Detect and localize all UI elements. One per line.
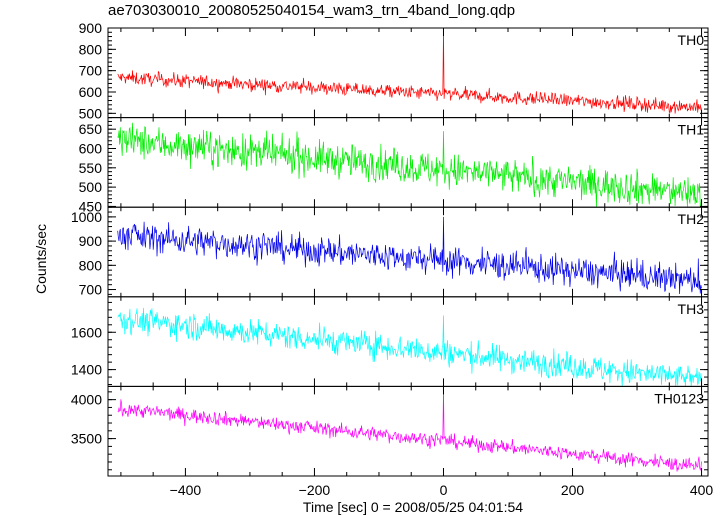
chart-title: ae703030010_20080525040154_wam3_trn_4ban…	[108, 2, 516, 19]
y-tick-label: 3500	[71, 431, 102, 447]
series-label-th0123: TH0123	[654, 390, 704, 406]
y-tick-label: 550	[79, 160, 103, 176]
x-axis-label: Time [sec] 0 = 2008/05/25 04:01:54	[303, 499, 523, 515]
panel-frame	[107, 385, 709, 477]
y-tick-label: 650	[79, 121, 103, 137]
y-tick-label: 4000	[71, 392, 102, 408]
series-line-th0123	[117, 389, 702, 472]
panel-th3: 1400 1600 TH3	[71, 296, 709, 387]
y-tick-label: 600	[79, 140, 103, 156]
x-axis: −400 −200 0 200 400	[170, 482, 714, 498]
panel-frame	[107, 206, 709, 298]
x-tick-label: 200	[561, 482, 585, 498]
y-tick-label: 800	[79, 257, 103, 273]
x-tick-label: 0	[440, 482, 448, 498]
series-line-th2	[117, 216, 702, 295]
x-tick-label: −400	[170, 482, 202, 498]
series-label-th1: TH1	[678, 122, 705, 138]
y-tick-label: 450	[79, 198, 103, 214]
y-tick-label: 500	[79, 105, 103, 121]
series-label-th3: TH3	[678, 301, 705, 317]
y-tick-label: 600	[79, 84, 103, 100]
panel-th0: 500 600 700 800 900 TH0	[79, 20, 709, 121]
series-label-th0: TH0	[678, 32, 705, 48]
panels: 500 600 700 800 900 TH0 450 500 550 600 650 TH1 700 8…	[71, 20, 709, 477]
panel-th2: 700 800 900 1000 TH2	[71, 206, 709, 298]
panel-th1: 450 500 550 600 650 TH1	[79, 117, 709, 214]
y-tick-label: 1000	[71, 209, 102, 225]
y-tick-label: 1600	[71, 324, 102, 340]
series-line-th1	[117, 122, 702, 208]
y-tick-label: 900	[79, 233, 103, 249]
series-label-th2: TH2	[678, 211, 705, 227]
x-tick-label: −200	[299, 482, 331, 498]
y-axis-label: Counts/sec	[33, 224, 49, 294]
y-tick-label: 900	[79, 20, 103, 36]
series-line-th0	[117, 27, 702, 114]
panel-th0123: 3500 4000 TH0123	[71, 385, 709, 477]
x-tick-label: 400	[690, 482, 714, 498]
y-tick-label: 700	[79, 63, 103, 79]
y-tick-label: 1400	[71, 362, 102, 378]
y-tick-label: 500	[79, 179, 103, 195]
series-line-th3	[117, 307, 702, 387]
y-tick-label: 700	[79, 282, 103, 298]
y-tick-label: 800	[79, 41, 103, 57]
